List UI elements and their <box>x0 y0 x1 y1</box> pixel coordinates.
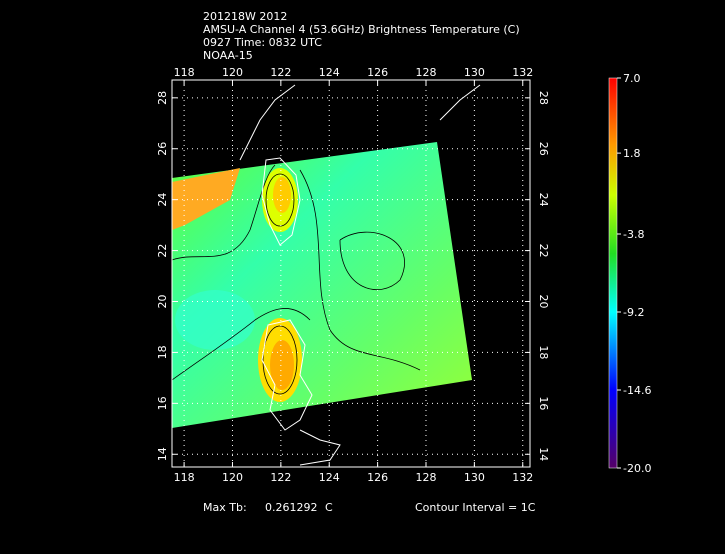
lat-tick-label: 16 <box>156 396 169 410</box>
cool-region <box>175 290 255 350</box>
lat-tick-label: 28 <box>156 91 169 105</box>
lon-tick-label: 120 <box>222 66 243 79</box>
map-frame <box>171 79 531 468</box>
colorbar-label: -9.2 <box>623 306 644 319</box>
lat-tick-label: 18 <box>156 345 169 359</box>
max-tb-value: 0.261292 <box>265 501 318 514</box>
lon-tick-label: 118 <box>174 66 195 79</box>
lon-tick-label: 128 <box>415 471 436 484</box>
swath <box>172 142 472 428</box>
lon-tick-label: 122 <box>270 471 291 484</box>
header-line: 0927 Time: 0832 UTC <box>203 36 322 49</box>
colorbar-label: -20.0 <box>623 462 651 475</box>
lat-tick-label: 14 <box>156 447 169 461</box>
lat-tick-label: 16 <box>537 396 550 410</box>
lon-tick-label: 118 <box>174 471 195 484</box>
lon-tick-label: 130 <box>464 471 485 484</box>
lat-tick-label: 26 <box>156 142 169 156</box>
contour <box>339 231 405 290</box>
colorbar-label: -14.6 <box>623 384 651 397</box>
warm-region <box>172 168 240 230</box>
lon-tick-label: 128 <box>415 66 436 79</box>
map-area <box>172 84 481 466</box>
colorbar <box>608 77 618 469</box>
contour-interval: Contour Interval = 1C <box>415 501 536 514</box>
header-line: NOAA-15 <box>203 49 253 62</box>
contour <box>172 164 276 261</box>
warm-region <box>273 177 291 213</box>
lat-tick-label: 22 <box>156 244 169 258</box>
lat-tick-label: 20 <box>537 295 550 309</box>
lat-tick-label: 14 <box>537 447 550 461</box>
lat-tick-label: 22 <box>537 244 550 258</box>
colorbar-label: -3.8 <box>623 228 644 241</box>
lon-tick-label: 126 <box>367 471 388 484</box>
lon-tick-label: 132 <box>512 471 533 484</box>
colorbar-label: 1.8 <box>623 147 641 160</box>
lat-tick-label: 18 <box>537 345 550 359</box>
coastline <box>261 157 301 246</box>
lon-tick-label: 120 <box>222 471 243 484</box>
lat-tick-label: 24 <box>537 193 550 207</box>
lon-tick-label: 122 <box>270 66 291 79</box>
contour <box>265 173 295 227</box>
coastline <box>239 84 296 161</box>
lon-tick-label: 124 <box>319 471 340 484</box>
header-line: 201218W 2012 <box>203 10 287 23</box>
contour <box>299 169 421 371</box>
lon-tick-label: 124 <box>319 66 340 79</box>
coastline <box>299 429 341 466</box>
lat-tick-label: 28 <box>537 91 550 105</box>
lat-tick-label: 20 <box>156 295 169 309</box>
contour <box>172 308 311 381</box>
lat-tick-label: 24 <box>156 193 169 207</box>
colorbar-label: 7.0 <box>623 72 641 85</box>
max-tb-label: Max Tb: <box>203 501 247 514</box>
coastline <box>439 84 481 121</box>
coastline <box>261 319 313 431</box>
header: 201218W 2012 AMSU-A Channel 4 (53.6GHz) … <box>203 10 520 62</box>
lat-tick-label: 26 <box>537 142 550 156</box>
max-tb-unit: C <box>325 501 333 514</box>
header-line: AMSU-A Channel 4 (53.6GHz) Brightness Te… <box>203 23 520 36</box>
lon-tick-label: 126 <box>367 66 388 79</box>
lon-tick-label: 132 <box>512 66 533 79</box>
contour <box>262 325 298 395</box>
footer: Max Tb: 0.261292 C Contour Interval = 1C <box>203 501 536 514</box>
lon-tick-label: 130 <box>464 66 485 79</box>
